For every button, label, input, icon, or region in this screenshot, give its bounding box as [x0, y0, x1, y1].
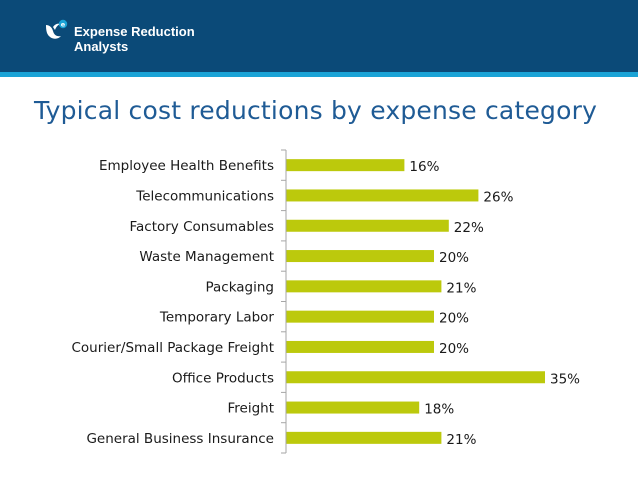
category-label: Factory Consumables: [129, 219, 274, 235]
value-label: 20%: [439, 250, 469, 266]
value-label: 18%: [424, 402, 454, 418]
value-label: 26%: [483, 189, 513, 205]
value-label: 35%: [550, 371, 580, 387]
header-band: [0, 0, 638, 72]
brand-name-line2: Analysts: [74, 39, 129, 54]
bar: [286, 340, 434, 353]
bar: [286, 250, 434, 263]
bar: [286, 219, 449, 232]
value-label: 16%: [409, 159, 439, 175]
bar-group: [286, 159, 545, 444]
brand-name: Expense Reduction Analysts: [74, 24, 195, 54]
category-label: Freight: [227, 401, 274, 417]
category-labels: Employee Health Benefits Telecommunicatio…: [72, 158, 275, 447]
category-label: Telecommunications: [135, 188, 274, 204]
bar: [286, 310, 434, 323]
category-label: General Business Insurance: [86, 431, 274, 447]
category-axis-ticks: [281, 149, 286, 454]
value-label: 22%: [454, 220, 484, 236]
bar: [286, 159, 405, 172]
category-label: Employee Health Benefits: [99, 158, 274, 174]
bird-logo-icon: e: [46, 19, 68, 39]
bar: [286, 371, 545, 384]
value-label: 21%: [446, 432, 476, 448]
value-labels: 16% 26% 22% 20% 21% 20% 20% 35% 18% 21%: [409, 159, 580, 448]
value-label: 20%: [439, 311, 469, 327]
value-label: 21%: [446, 280, 476, 296]
category-label: Packaging: [205, 279, 274, 295]
category-label: Temporary Labor: [159, 310, 275, 326]
bar: [286, 280, 442, 293]
category-label: Courier/Small Package Freight: [72, 340, 275, 356]
category-label: Waste Management: [139, 249, 274, 265]
bar: [286, 401, 420, 414]
header-stripe: [0, 72, 638, 77]
brand-name-line1: Expense Reduction: [74, 24, 195, 39]
company-logo: e Expense Reduction Analysts: [44, 19, 195, 59]
value-label: 20%: [439, 341, 469, 357]
svg-text:e: e: [61, 20, 66, 28]
page-title: Typical cost reductions by expense categ…: [34, 96, 598, 125]
category-label: Office Products: [172, 370, 274, 386]
bar: [286, 189, 479, 202]
bar: [286, 431, 442, 444]
